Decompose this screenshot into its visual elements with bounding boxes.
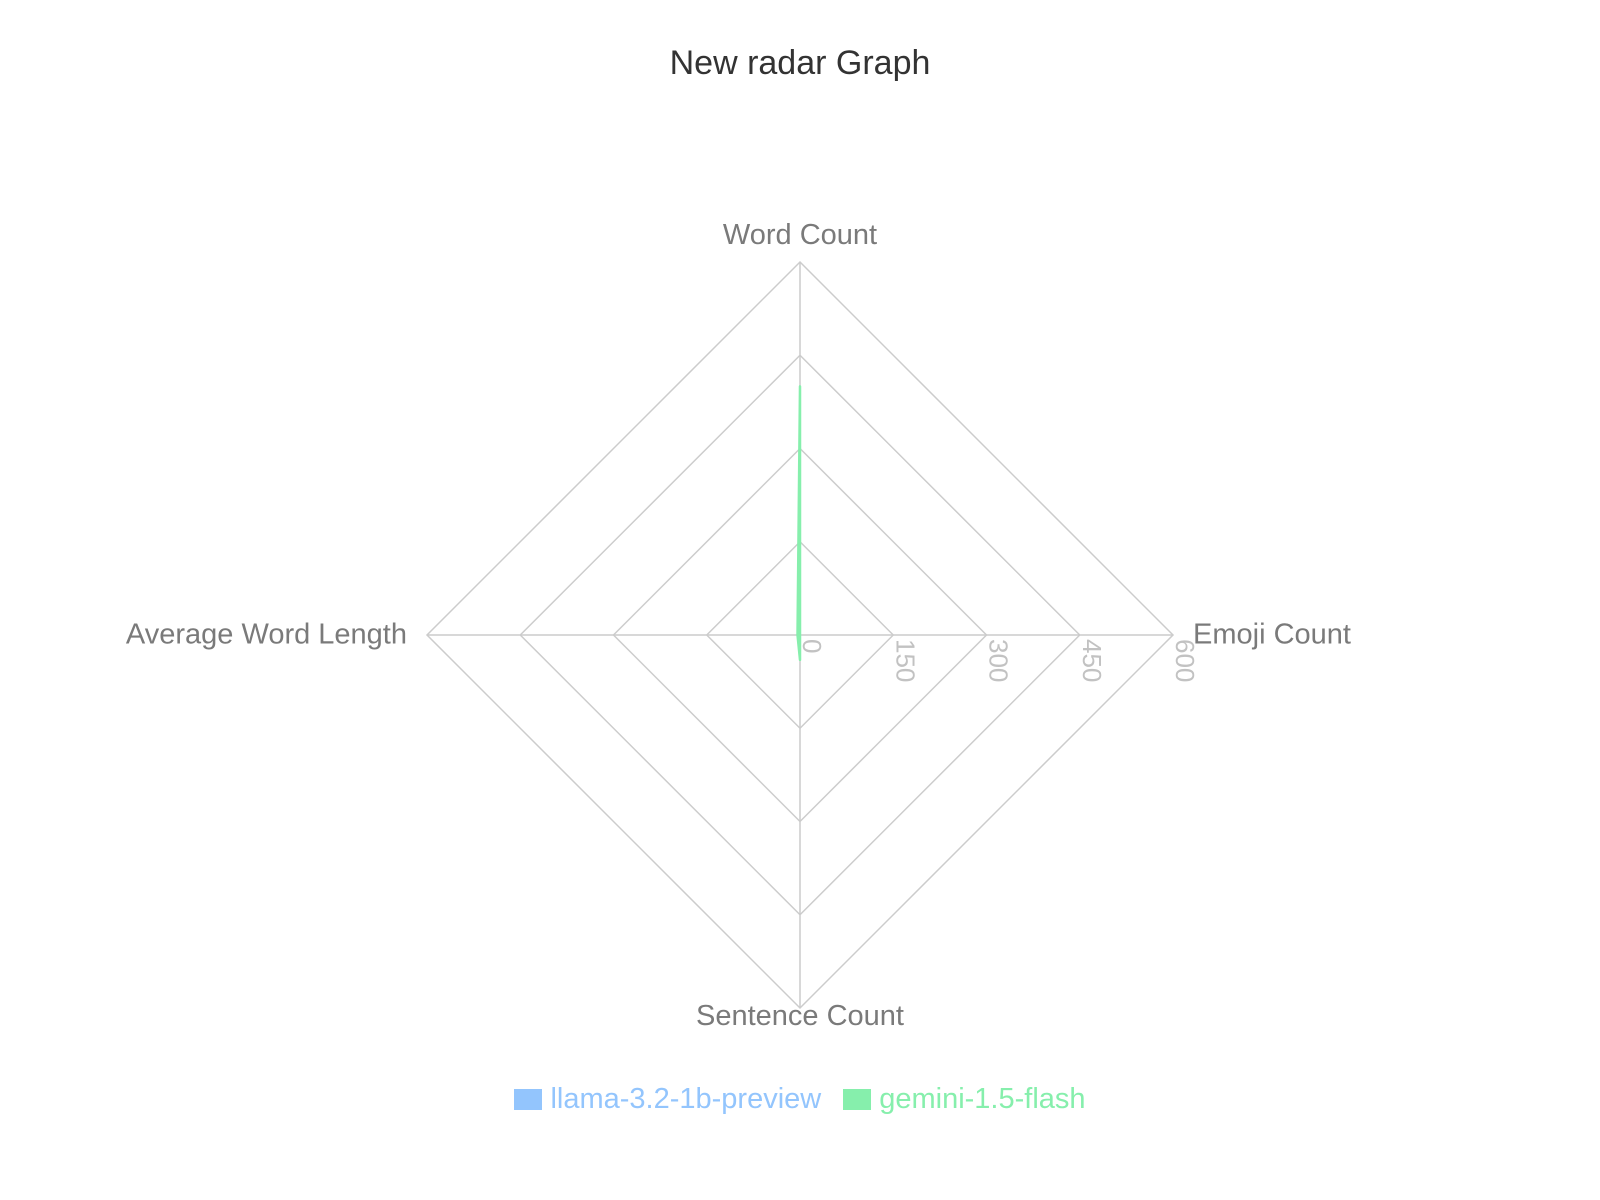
legend-label-gemini: gemini-1.5-flash xyxy=(879,1083,1086,1115)
legend-swatch-llama xyxy=(514,1089,543,1110)
tick-label: 0 xyxy=(797,639,827,653)
axis-label: Word Count xyxy=(723,219,877,251)
radar-series xyxy=(796,385,802,662)
legend-swatch-gemini xyxy=(843,1089,872,1110)
axis-label: Sentence Count xyxy=(696,1000,904,1032)
axis-label: Average Word Length xyxy=(126,619,407,651)
tick-label: 150 xyxy=(890,639,920,682)
tick-label: 450 xyxy=(1077,639,1107,682)
chart-title: New radar Graph xyxy=(669,44,931,82)
legend-label-llama: llama-3.2-1b-preview xyxy=(550,1083,822,1115)
series-gemini-area xyxy=(796,385,802,662)
tick-label: 600 xyxy=(1170,639,1200,682)
tick-label: 300 xyxy=(984,639,1014,682)
radar-labels: Word Count Emoji Count Sentence Count Avera… xyxy=(126,219,1351,1032)
legend-item-gemini[interactable]: gemini-1.5-flash xyxy=(843,1083,1086,1116)
radar-grid xyxy=(425,260,1175,1010)
axis-label: Emoji Count xyxy=(1193,619,1351,651)
legend-item-llama[interactable]: llama-3.2-1b-preview xyxy=(514,1083,821,1116)
legend: llama-3.2-1b-preview gemini-1.5-flash xyxy=(0,1083,1600,1116)
